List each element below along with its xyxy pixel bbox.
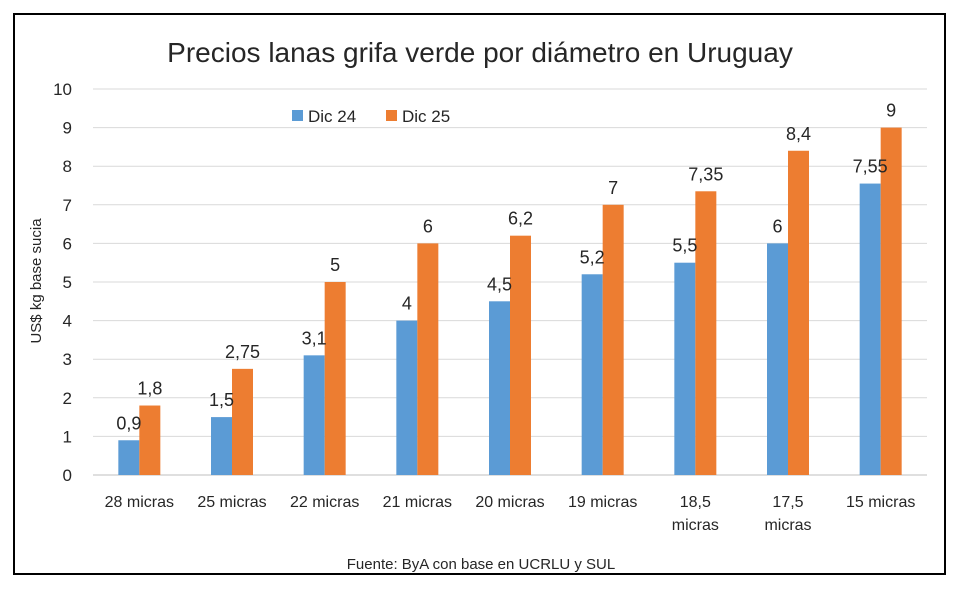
data-label: 8,4 <box>786 124 811 144</box>
data-label: 5 <box>330 255 340 275</box>
data-label: 4,5 <box>487 274 512 294</box>
data-label: 3,1 <box>302 328 327 348</box>
category-label: micras <box>672 517 719 534</box>
data-label: 5,5 <box>672 236 697 256</box>
source-note: Fuente: ByA con base en UCRLU y SUL <box>347 556 615 573</box>
category-label: 25 micras <box>197 494 266 511</box>
bar-dic-24 <box>303 355 325 475</box>
bar-dic-24 <box>211 417 232 475</box>
data-label: 4 <box>402 294 412 314</box>
data-label: 2,75 <box>225 342 260 362</box>
y-tick-label: 0 <box>63 466 72 485</box>
y-tick-label: 2 <box>63 389 72 408</box>
bar-dic-25 <box>232 368 253 475</box>
data-label: 6,2 <box>508 209 533 229</box>
data-label: 6 <box>423 216 433 236</box>
data-label: 5,2 <box>580 247 605 267</box>
y-tick-label: 1 <box>63 427 72 446</box>
data-label: 7,55 <box>853 157 888 177</box>
legend: Dic 24 Dic 25 <box>292 107 450 126</box>
bar-dic-25 <box>788 150 809 475</box>
y-tick-label: 3 <box>63 350 72 369</box>
bar-dic-24 <box>767 243 788 475</box>
data-label: 6 <box>772 216 782 236</box>
category-label: 28 micras <box>105 494 174 511</box>
y-tick-label: 10 <box>53 80 72 99</box>
y-tick-label: 9 <box>63 119 72 138</box>
y-axis-ticks: 0 1 2 3 4 5 6 7 8 9 10 <box>53 80 72 485</box>
bars <box>118 127 902 476</box>
chart-title: Precios lanas grifa verde por diámetro e… <box>167 37 793 68</box>
data-label: 7,35 <box>688 164 723 184</box>
legend-label: Dic 24 <box>308 107 356 126</box>
data-label: 7 <box>608 178 618 198</box>
bar-dic-25 <box>324 282 346 475</box>
legend-label: Dic 25 <box>402 107 450 126</box>
bar-dic-24 <box>674 262 696 475</box>
y-tick-label: 5 <box>63 273 72 292</box>
data-labels: 0,9 1,8 1,5 2,75 3,1 5 4 6 4,5 6,2 5,2 7 5,5 7,35 6 8,4… <box>116 101 896 434</box>
category-label: 20 micras <box>475 494 544 511</box>
legend-swatch <box>386 110 397 121</box>
x-axis-categories: 28 micras 25 micras 22 micras 21 micras 20 m… <box>105 494 916 534</box>
y-tick-label: 6 <box>63 234 72 253</box>
legend-swatch <box>292 110 303 121</box>
bar-dic-24 <box>859 183 881 475</box>
bar-dic-25 <box>880 127 902 475</box>
data-label: 0,9 <box>116 413 141 433</box>
bar-dic-24 <box>489 301 510 475</box>
category-label: 15 micras <box>846 494 915 511</box>
data-label: 1,8 <box>137 379 162 399</box>
bar-dic-25 <box>139 405 161 475</box>
bar-dic-25 <box>695 191 717 476</box>
y-tick-label: 7 <box>63 196 72 215</box>
category-label: 22 micras <box>290 494 359 511</box>
category-label: micras <box>764 517 811 534</box>
bar-dic-25 <box>510 235 531 475</box>
y-axis-title: US$ kg base sucia <box>28 218 45 344</box>
category-label: 18,5 <box>680 494 711 511</box>
category-label: 21 micras <box>383 494 452 511</box>
category-label: 19 micras <box>568 494 637 511</box>
bar-dic-25 <box>602 204 624 476</box>
category-label: 17,5 <box>772 494 803 511</box>
bar-dic-24 <box>118 440 140 475</box>
data-label: 9 <box>886 101 896 121</box>
data-label: 1,5 <box>209 390 234 410</box>
bar-dic-24 <box>396 320 418 475</box>
y-tick-label: 8 <box>63 157 72 176</box>
y-tick-label: 4 <box>63 312 72 331</box>
bar-dic-25 <box>417 243 439 475</box>
bar-dic-24 <box>581 274 603 475</box>
